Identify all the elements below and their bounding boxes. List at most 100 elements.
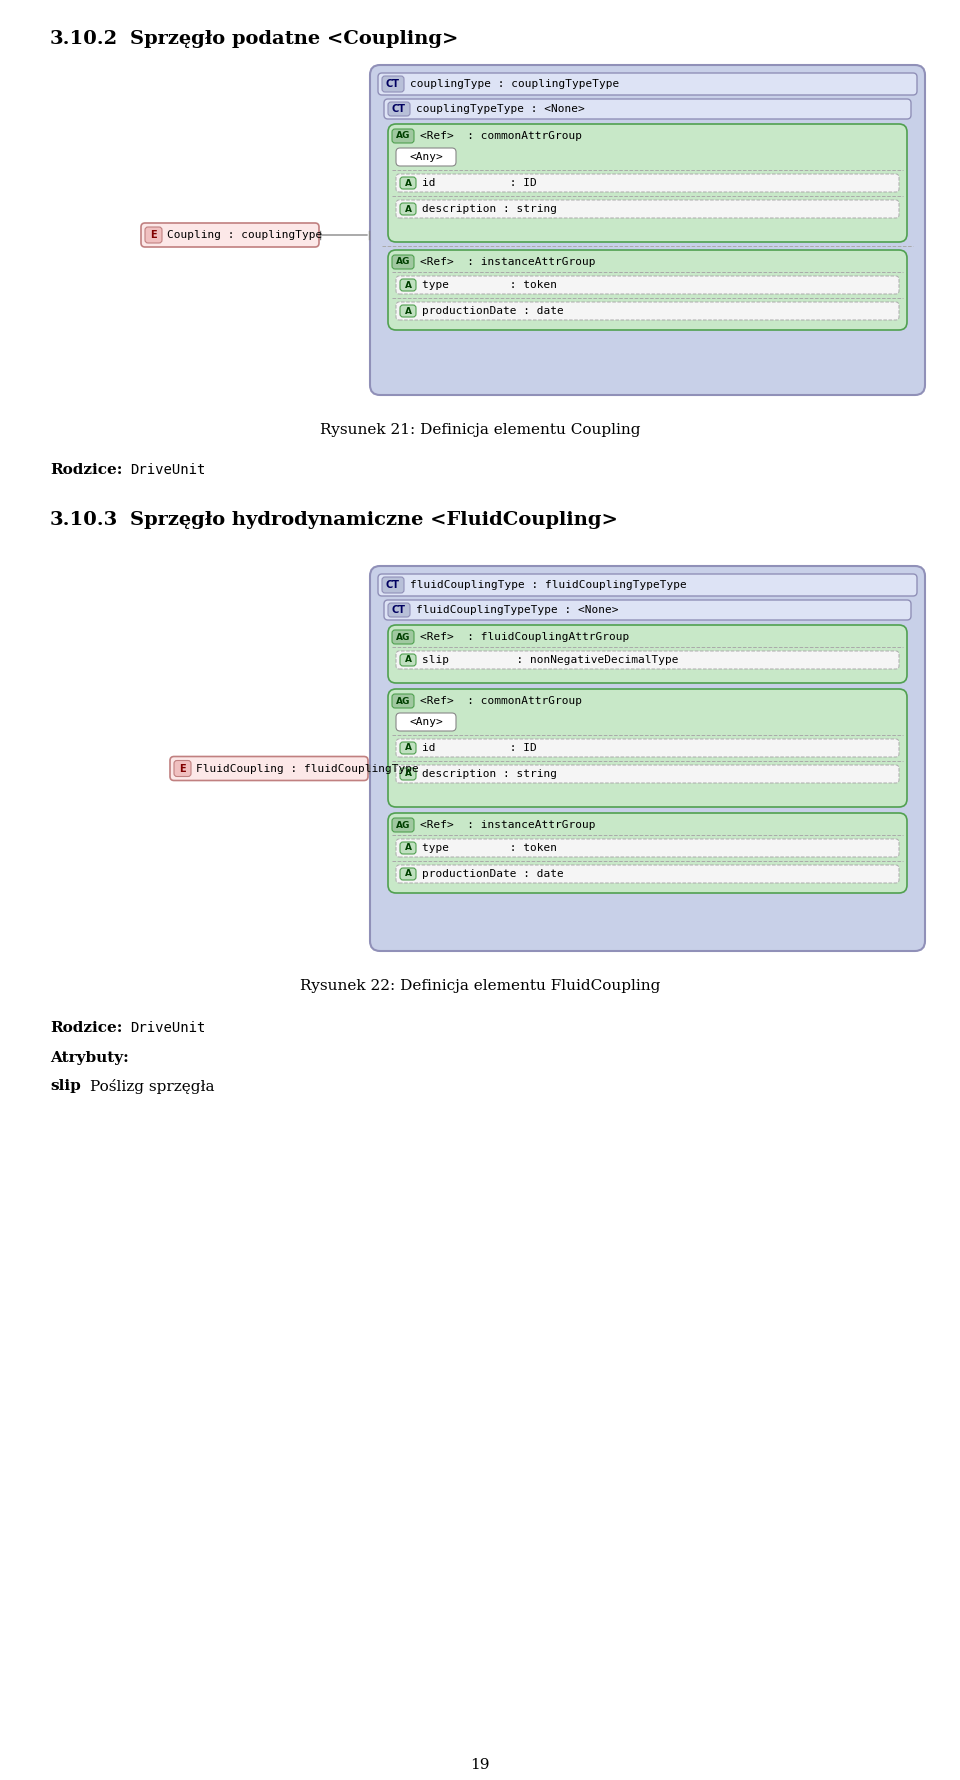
Text: 19: 19 <box>470 1759 490 1773</box>
Text: Rodzice:: Rodzice: <box>50 463 122 477</box>
FancyBboxPatch shape <box>396 303 899 320</box>
FancyBboxPatch shape <box>388 813 907 894</box>
Text: Sprzęgło podatne <Coupling>: Sprzęgło podatne <Coupling> <box>130 30 458 48</box>
FancyBboxPatch shape <box>388 603 410 618</box>
Text: A: A <box>404 281 412 290</box>
FancyBboxPatch shape <box>400 279 416 290</box>
FancyBboxPatch shape <box>392 630 414 644</box>
Text: DriveUnit: DriveUnit <box>130 1022 205 1034</box>
Text: AG: AG <box>396 258 410 267</box>
FancyBboxPatch shape <box>396 651 899 669</box>
Text: A: A <box>404 178 412 187</box>
FancyBboxPatch shape <box>392 255 414 269</box>
Text: A: A <box>404 655 412 664</box>
Text: CT: CT <box>386 580 400 589</box>
Text: AG: AG <box>396 632 410 641</box>
Text: productionDate : date: productionDate : date <box>422 869 564 879</box>
Text: slip: slip <box>50 1079 81 1093</box>
Text: E: E <box>150 230 156 240</box>
FancyBboxPatch shape <box>388 125 907 242</box>
Text: AG: AG <box>396 821 410 829</box>
Text: fluidCouplingType : fluidCouplingTypeType: fluidCouplingType : fluidCouplingTypeTyp… <box>410 580 686 589</box>
Text: A: A <box>404 744 412 753</box>
FancyBboxPatch shape <box>400 203 416 215</box>
Text: A: A <box>404 844 412 853</box>
Text: id           : ID: id : ID <box>422 742 537 753</box>
Text: fluidCouplingTypeType : <None>: fluidCouplingTypeType : <None> <box>416 605 618 616</box>
Text: DriveUnit: DriveUnit <box>130 463 205 477</box>
FancyBboxPatch shape <box>396 174 899 192</box>
FancyBboxPatch shape <box>400 869 416 879</box>
Text: <Ref>  : commonAttrGroup: <Ref> : commonAttrGroup <box>420 696 582 707</box>
FancyBboxPatch shape <box>145 228 162 244</box>
Text: E: E <box>180 764 186 774</box>
Text: AG: AG <box>396 132 410 141</box>
FancyBboxPatch shape <box>388 625 907 684</box>
FancyBboxPatch shape <box>384 100 911 119</box>
FancyBboxPatch shape <box>392 128 414 142</box>
Text: A: A <box>404 205 412 214</box>
Text: <Ref>  : commonAttrGroup: <Ref> : commonAttrGroup <box>420 132 582 141</box>
FancyBboxPatch shape <box>400 842 416 854</box>
Text: Rysunek 22: Definicja elementu FluidCoupling: Rysunek 22: Definicja elementu FluidCoup… <box>300 979 660 993</box>
Text: FluidCoupling : fluidCouplingType: FluidCoupling : fluidCouplingType <box>196 764 419 774</box>
FancyBboxPatch shape <box>400 742 416 755</box>
Text: 3.10.2: 3.10.2 <box>50 30 118 48</box>
Text: Rodzice:: Rodzice: <box>50 1022 122 1034</box>
FancyBboxPatch shape <box>396 148 456 166</box>
FancyBboxPatch shape <box>141 222 319 247</box>
Text: Coupling : couplingType: Coupling : couplingType <box>167 230 323 240</box>
FancyBboxPatch shape <box>396 765 899 783</box>
Text: Atrybuty:: Atrybuty: <box>50 1050 129 1064</box>
Text: Poślizg sprzęgła: Poślizg sprzęgła <box>90 1079 214 1095</box>
Text: <Any>: <Any> <box>409 717 443 726</box>
Text: Sprzęgło hydrodynamiczne <FluidCoupling>: Sprzęgło hydrodynamiczne <FluidCoupling> <box>130 511 618 529</box>
FancyBboxPatch shape <box>400 304 416 317</box>
Text: A: A <box>404 869 412 879</box>
Text: id           : ID: id : ID <box>422 178 537 189</box>
FancyBboxPatch shape <box>396 199 899 217</box>
FancyBboxPatch shape <box>382 577 404 593</box>
FancyBboxPatch shape <box>388 249 907 329</box>
FancyBboxPatch shape <box>370 66 925 395</box>
FancyBboxPatch shape <box>396 865 899 883</box>
FancyBboxPatch shape <box>396 838 899 856</box>
FancyBboxPatch shape <box>400 653 416 666</box>
FancyBboxPatch shape <box>378 73 917 94</box>
Text: description : string: description : string <box>422 769 557 780</box>
Text: description : string: description : string <box>422 205 557 214</box>
Text: type         : token: type : token <box>422 844 557 853</box>
FancyBboxPatch shape <box>388 689 907 806</box>
Text: <Ref>  : instanceAttrGroup: <Ref> : instanceAttrGroup <box>420 256 595 267</box>
FancyBboxPatch shape <box>370 566 925 951</box>
Text: <Ref>  : instanceAttrGroup: <Ref> : instanceAttrGroup <box>420 821 595 829</box>
Text: productionDate : date: productionDate : date <box>422 306 564 317</box>
FancyBboxPatch shape <box>384 600 911 619</box>
Text: <Any>: <Any> <box>409 151 443 162</box>
FancyBboxPatch shape <box>400 767 416 780</box>
FancyBboxPatch shape <box>396 739 899 756</box>
FancyBboxPatch shape <box>392 694 414 708</box>
Text: slip          : nonNegativeDecimalType: slip : nonNegativeDecimalType <box>422 655 679 666</box>
Text: A: A <box>404 769 412 778</box>
FancyBboxPatch shape <box>388 101 410 116</box>
Text: <Ref>  : fluidCouplingAttrGroup: <Ref> : fluidCouplingAttrGroup <box>420 632 629 643</box>
Text: 3.10.3: 3.10.3 <box>50 511 118 529</box>
FancyBboxPatch shape <box>170 756 368 780</box>
Text: CT: CT <box>386 78 400 89</box>
FancyBboxPatch shape <box>378 573 917 596</box>
FancyBboxPatch shape <box>396 276 899 294</box>
FancyBboxPatch shape <box>382 77 404 93</box>
Text: Rysunek 21: Definicja elementu Coupling: Rysunek 21: Definicja elementu Coupling <box>320 424 640 438</box>
FancyBboxPatch shape <box>396 714 456 732</box>
Text: AG: AG <box>396 696 410 705</box>
FancyBboxPatch shape <box>400 176 416 189</box>
Text: type         : token: type : token <box>422 279 557 290</box>
FancyBboxPatch shape <box>174 760 191 776</box>
Text: A: A <box>404 306 412 315</box>
Text: couplingType : couplingTypeType: couplingType : couplingTypeType <box>410 78 619 89</box>
Text: couplingTypeType : <None>: couplingTypeType : <None> <box>416 103 585 114</box>
Text: CT: CT <box>392 605 406 616</box>
FancyBboxPatch shape <box>392 819 414 831</box>
Text: CT: CT <box>392 103 406 114</box>
